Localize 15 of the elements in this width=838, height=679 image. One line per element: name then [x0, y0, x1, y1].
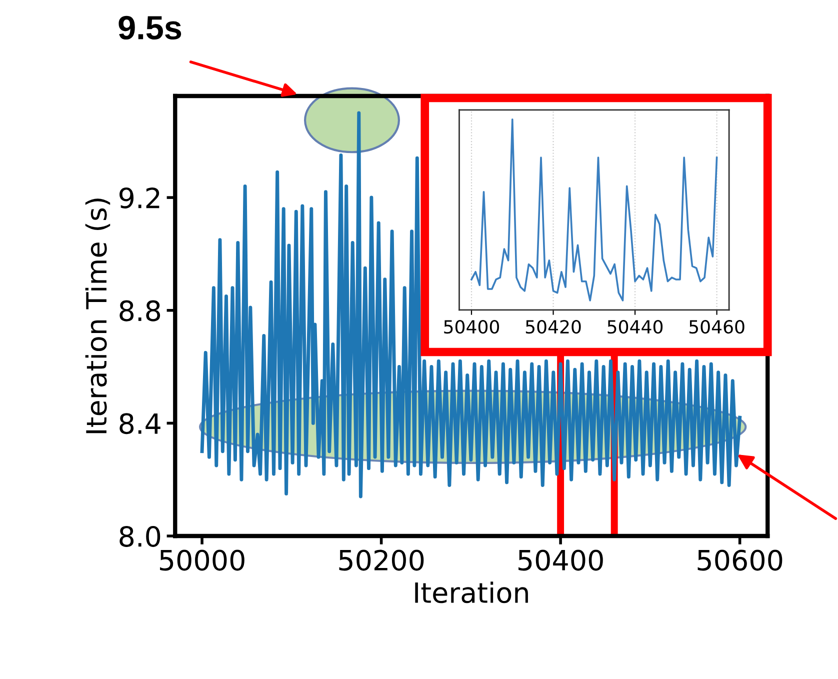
x-tick-label: 50400 [444, 320, 500, 334]
y-tick-label: 9.2 [120, 187, 160, 208]
x-tick-label: 50600 [698, 550, 782, 571]
y-tick-label: 8.4 [120, 413, 160, 434]
y-axis-title: Iteration Time (s) [85, 198, 110, 434]
x-tick-label: 50440 [608, 320, 663, 334]
x-tick-label: 50200 [339, 550, 424, 571]
x-tick-label: 50460 [689, 320, 744, 334]
x-axis-title: Iteration [415, 582, 528, 604]
x-tick-label: 50000 [160, 550, 244, 571]
y-tick-label: 8.0 [120, 526, 160, 547]
y-tick-label: 8.8 [120, 300, 160, 322]
x-tick-label: 50420 [526, 320, 581, 334]
text: 9.5s [118, 16, 182, 40]
x-tick-label: 50400 [518, 550, 603, 571]
